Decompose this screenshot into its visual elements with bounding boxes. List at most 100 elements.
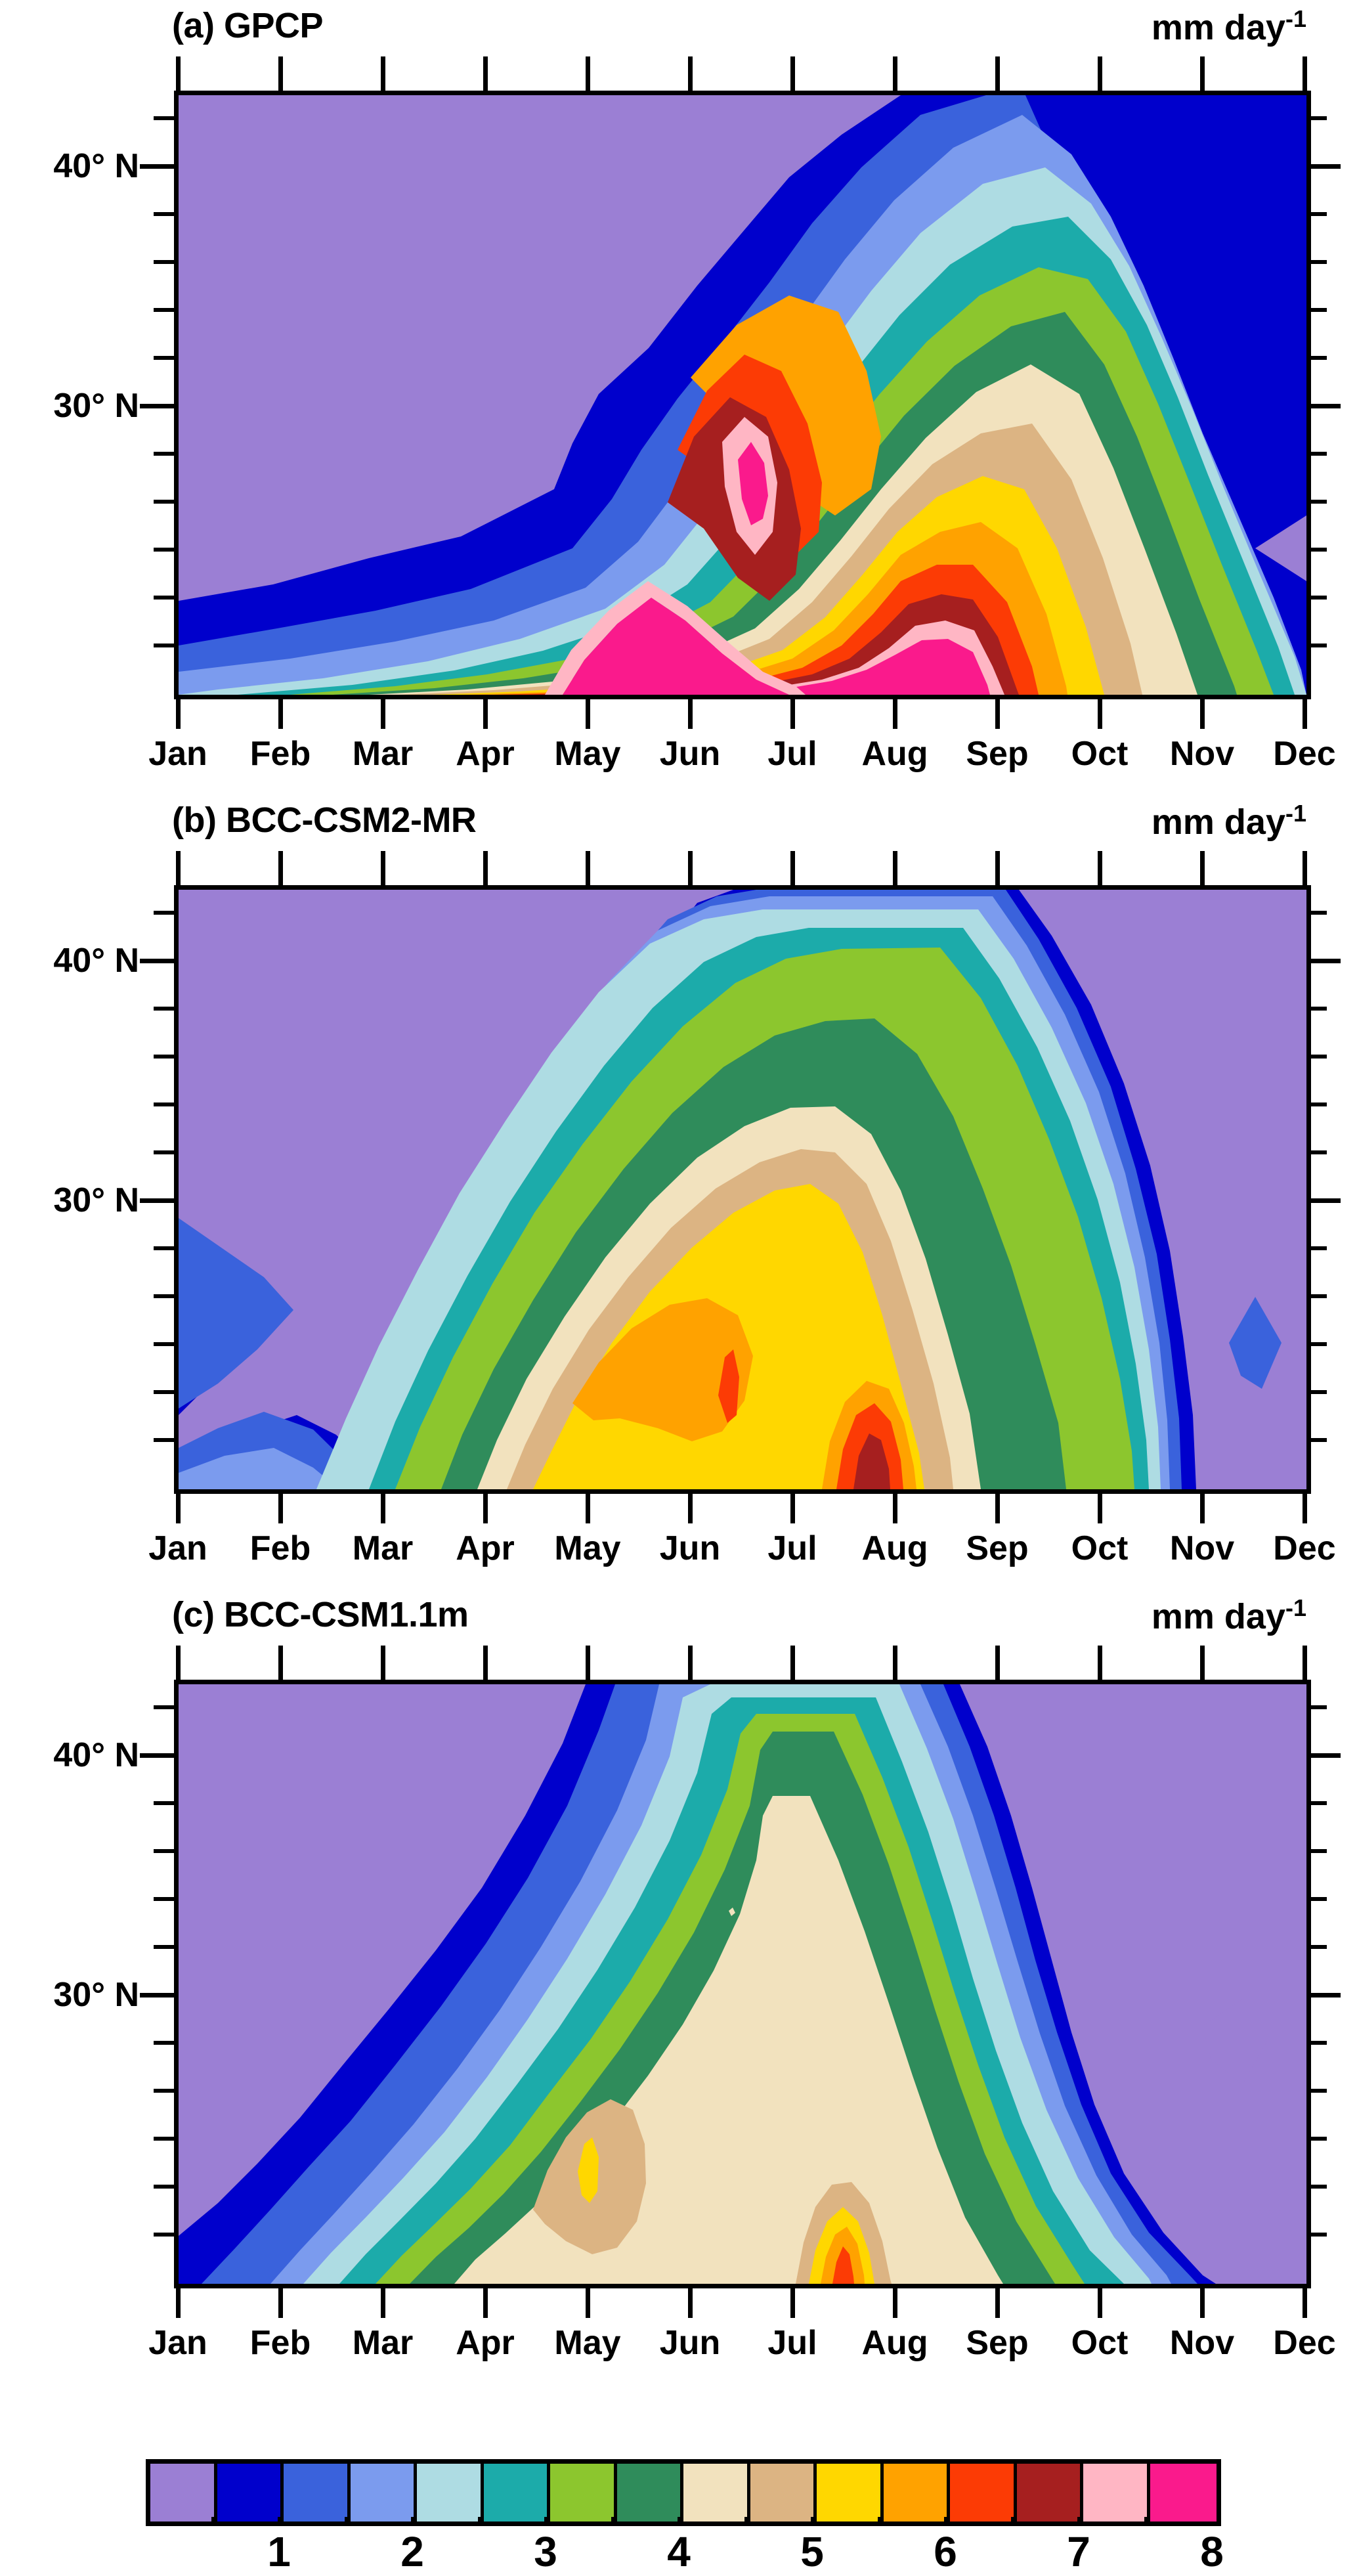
panel-c-xtick-label: Jan [148, 2324, 207, 2362]
panel-a-xtick-label: Nov [1169, 735, 1235, 773]
panel-a-ytick-right-minor [1306, 212, 1327, 216]
panel-c-ytick-right-major [1306, 1993, 1341, 1997]
panel-a-xtick-bottom [688, 695, 693, 729]
panel-a-xtick-bottom [278, 695, 283, 729]
panel-a-ytick-minor [154, 116, 174, 120]
panel-c-xtick-label: Jul [767, 2324, 817, 2362]
colorbar-cell-5 [417, 2464, 484, 2521]
panel-b-ytick-minor [154, 1438, 174, 1442]
panel-b-ytick-right-minor [1306, 1294, 1327, 1298]
panel-b-xtick-label: May [554, 1529, 621, 1567]
panel-a-ytick-minor [154, 212, 174, 216]
panel-c-ytick-major [140, 1993, 174, 1997]
panel-a-xtick-bottom [1098, 695, 1102, 729]
panel-a-xtick-top [1303, 56, 1307, 91]
panel-a-units-exponent: -1 [1285, 5, 1306, 32]
panel-b-ytick-minor [154, 1007, 174, 1011]
panel-a-xtick-label: Feb [249, 735, 311, 773]
panel-a-ytick-major [140, 404, 174, 408]
panel-a-xtick-label: Jan [148, 735, 207, 773]
panel-a-title: (a) GPCP [172, 6, 324, 45]
panel-c-ytick-right-minor [1306, 1945, 1327, 1949]
panel-c-title: (c) BCC-CSM1.1m [172, 1595, 469, 1634]
panel-a-xtick-top [1200, 56, 1205, 91]
panel-c-ytick-minor [154, 1945, 174, 1949]
panel-a-xtick-bottom [483, 695, 488, 729]
panel-a-xtick-top [995, 56, 1000, 91]
panel-c-xtick-label: Aug [861, 2324, 928, 2362]
colorbar-cell-1 [150, 2464, 217, 2521]
panel-c-ytick-30n: 30° N [53, 1976, 139, 2014]
panel-b-units-text: mm day [1151, 802, 1285, 842]
colorbar-tick [611, 2517, 614, 2523]
colorbar-tick [344, 2517, 347, 2523]
panel-c-xtick-bottom [893, 2284, 897, 2318]
panel-b-xtick-bottom [1200, 1489, 1205, 1523]
panel-a-xtick-top [381, 56, 385, 91]
colorbar-tick-labels: 1 2 3 4 5 6 7 8 [146, 2517, 1224, 2576]
panel-b-xtick-label: Apr [456, 1529, 515, 1567]
panel-a-ytick-minor [154, 260, 174, 264]
panel-a-xtick-label: Mar [352, 735, 414, 773]
panel-b-xtick-top [688, 851, 693, 885]
panel-c-xtick-bottom [176, 2284, 181, 2318]
panel-a-ytick-minor [154, 500, 174, 504]
panel-a-xtick-label: Jun [659, 735, 721, 773]
panel-c-xtick-bottom [1098, 2284, 1102, 2318]
panel-c-units-text: mm day [1151, 1597, 1285, 1636]
panel-b-units: mm day-1 [1152, 800, 1306, 842]
panel-b-xtick-top [790, 851, 795, 885]
panel-b-xtick-top [586, 851, 590, 885]
colorbar-cell-3 [284, 2464, 351, 2521]
colorbar-cell-15 [1083, 2464, 1150, 2521]
colorbar-tick [477, 2517, 481, 2523]
panel-b-xtick-bottom [790, 1489, 795, 1523]
panel-c-xtick-label: Dec [1273, 2324, 1336, 2362]
panel-c-ytick-right-minor [1306, 2185, 1327, 2189]
panel-c-ytick-major [140, 1753, 174, 1758]
panel-a-plot-area [174, 91, 1311, 699]
panel-a-ytick-right-minor [1306, 260, 1327, 264]
panel-a-ytick-minor [154, 596, 174, 600]
panel-a-xtick-labels: Jan Feb Mar Apr May Jun Jul Aug Sep Oct … [127, 734, 1356, 774]
panel-b-ytick-minor [154, 1055, 174, 1059]
panel-a-xtick-top [176, 56, 181, 91]
panel-a-xtick-bottom [995, 695, 1000, 729]
colorbar-label-1: 1 [267, 2528, 291, 2575]
panel-a-xtick-top [586, 56, 590, 91]
colorbar-tick [944, 2517, 947, 2523]
panel-a-contour-field [179, 95, 1306, 695]
panel-b-xtick-bottom [688, 1489, 693, 1523]
panel-b-xtick-label: Feb [249, 1529, 311, 1567]
colorbar-tick [211, 2517, 214, 2523]
colorbar-tick [544, 2517, 547, 2523]
panel-c-contour-field [179, 1684, 1306, 2284]
colorbar-tick [411, 2517, 414, 2523]
colorbar-strip[interactable] [146, 2459, 1221, 2526]
panel-c-xtick-label: Feb [249, 2324, 311, 2362]
panel-b-ytick-right-major [1306, 1198, 1341, 1203]
panel-b-ytick-minor [154, 1150, 174, 1154]
panel-b-title: (b) BCC-CSM2-MR [172, 800, 477, 840]
panel-b-xtick-labels: Jan Feb Mar Apr May Jun Jul Aug Sep Oct … [127, 1529, 1356, 1568]
panel-b-contour-field [179, 890, 1306, 1489]
colorbar-cell-10 [750, 2464, 817, 2521]
panel-a-ytick-right-minor [1306, 500, 1327, 504]
panel-a-xtick-bottom [1200, 695, 1205, 729]
panel-c-xtick-labels: Jan Feb Mar Apr May Jun Jul Aug Sep Oct … [127, 2323, 1356, 2363]
panel-c-xtick-bottom [1200, 2284, 1205, 2318]
panel-a-xtick-bottom [586, 695, 590, 729]
panel-c-xtick-top [1200, 1646, 1205, 1680]
panel-c-ytick-minor [154, 1801, 174, 1805]
panel-a-xtick-label: Apr [456, 735, 515, 773]
panel-c-xtick-label: Nov [1169, 2324, 1235, 2362]
panel-c-xtick-top [688, 1646, 693, 1680]
panel-a-ytick-right-minor [1306, 452, 1327, 456]
panel-a-units-text: mm day [1151, 8, 1285, 47]
panel-b-xtick-top [483, 851, 488, 885]
panel-a: (a) GPCP mm day-1 [0, 0, 1357, 773]
panel-c-xtick-bottom [278, 2284, 283, 2318]
panel-b-ytick-right-minor [1306, 1246, 1327, 1250]
panel-b-units-exponent: -1 [1285, 800, 1306, 827]
